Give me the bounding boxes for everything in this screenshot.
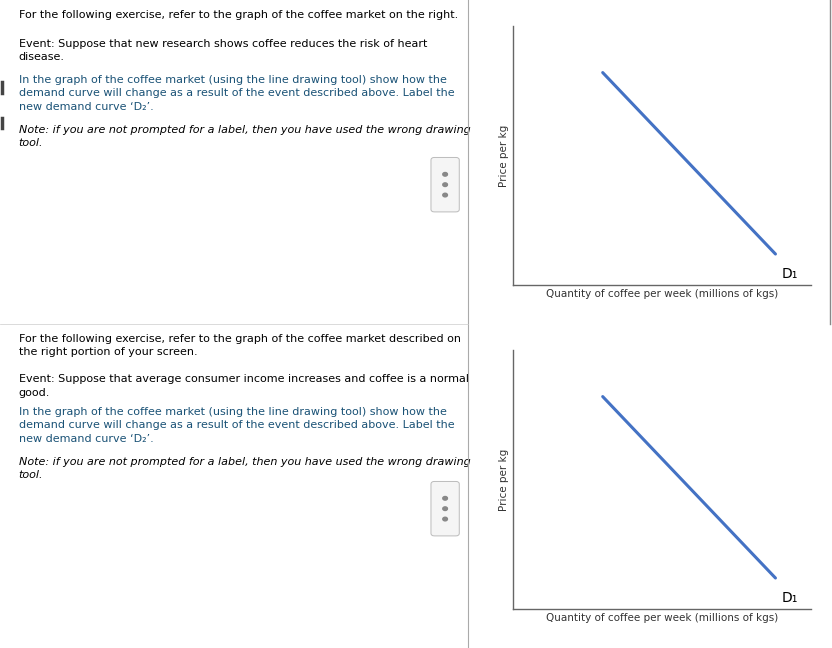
Text: Note: if you are not prompted for a label, then you have used the wrong drawing
: Note: if you are not prompted for a labe… (18, 457, 470, 480)
Text: For the following exercise, refer to the graph of the coffee market described on: For the following exercise, refer to the… (18, 334, 461, 357)
Text: Note: if you are not prompted for a label, then you have used the wrong drawing
: Note: if you are not prompted for a labe… (18, 124, 470, 148)
Text: D₁: D₁ (781, 267, 798, 281)
Text: In the graph of the coffee market (using the line drawing tool) show how the
dem: In the graph of the coffee market (using… (18, 407, 454, 444)
Text: Event: Suppose that average consumer income increases and coffee is a normal
goo: Event: Suppose that average consumer inc… (18, 375, 468, 398)
Y-axis label: Price per kg: Price per kg (499, 448, 509, 511)
X-axis label: Quantity of coffee per week (millions of kgs): Quantity of coffee per week (millions of… (546, 613, 779, 623)
Text: In the graph of the coffee market (using the line drawing tool) show how the
dem: In the graph of the coffee market (using… (18, 75, 454, 111)
X-axis label: Quantity of coffee per week (millions of kgs): Quantity of coffee per week (millions of… (546, 289, 779, 299)
Text: For the following exercise, refer to the graph of the coffee market on the right: For the following exercise, refer to the… (18, 10, 458, 19)
Text: Event: Suppose that new research shows coffee reduces the risk of heart
disease.: Event: Suppose that new research shows c… (18, 39, 427, 62)
Text: D₁: D₁ (781, 591, 798, 605)
Y-axis label: Price per kg: Price per kg (499, 124, 509, 187)
